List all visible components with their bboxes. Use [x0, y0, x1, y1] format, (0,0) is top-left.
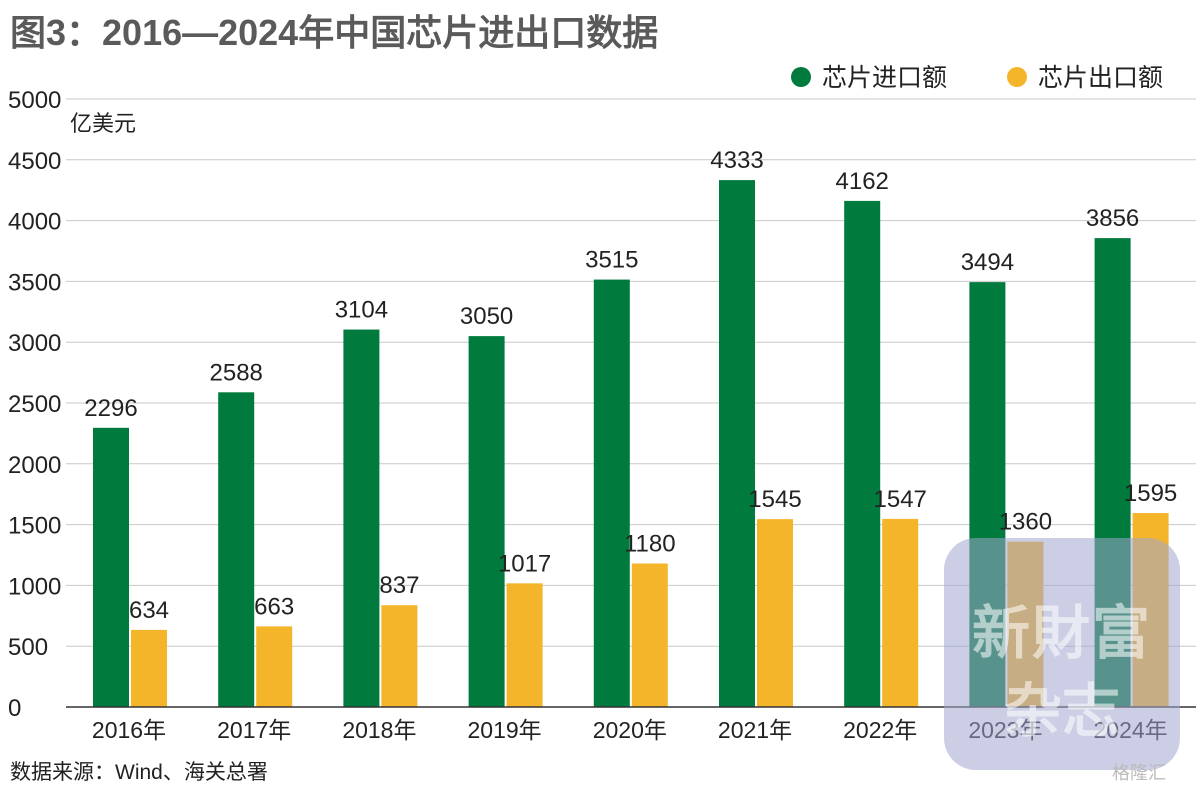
- export-bar: [631, 563, 668, 707]
- import-data-label: 4333: [710, 147, 763, 174]
- import-data-label: 3494: [961, 249, 1014, 276]
- y-tick-label: 4500: [8, 148, 61, 175]
- export-data-label: 837: [379, 572, 419, 599]
- import-bar: [969, 282, 1006, 707]
- export-data-label: 634: [129, 597, 169, 624]
- y-tick-label: 2500: [8, 391, 61, 418]
- export-bar: [256, 626, 293, 707]
- import-data-label: 3104: [335, 297, 388, 324]
- import-bar: [593, 279, 630, 707]
- x-tick-label: 2022年: [843, 717, 917, 743]
- export-bar: [1132, 513, 1169, 707]
- export-data-label: 1547: [874, 486, 927, 513]
- y-tick-label: 3500: [8, 269, 61, 296]
- export-data-label: 1360: [999, 509, 1052, 536]
- y-tick-label: 1500: [8, 513, 61, 540]
- y-tick-label: 3000: [8, 330, 61, 357]
- y-tick-label: 4000: [8, 209, 61, 236]
- x-tick-label: 2020年: [593, 717, 667, 743]
- legend: 芯片进口额 芯片出口额: [791, 64, 1163, 92]
- import-bar: [1094, 238, 1131, 707]
- y-tick-label: 500: [8, 634, 48, 661]
- export-bar: [882, 518, 919, 707]
- import-bar: [93, 427, 129, 707]
- y-axis-tick-labels: 0 500 1000 1500 2000 2500 3000 3500 4000 4500 5000: [8, 87, 61, 722]
- corner-logo: 格隆汇: [1112, 763, 1166, 783]
- x-tick-label: 2019年: [468, 717, 542, 743]
- export-data-label: 1545: [748, 486, 801, 513]
- legend-import-marker: [791, 67, 811, 87]
- y-tick-label: 0: [8, 695, 21, 722]
- y-tick-label: 2000: [8, 452, 61, 479]
- source-note: 数据来源：Wind、海关总署: [10, 761, 268, 784]
- export-data-label: 1017: [498, 550, 551, 577]
- export-data-label: 1595: [1124, 480, 1177, 507]
- export-bar: [757, 519, 793, 707]
- import-bar: [844, 200, 881, 707]
- import-data-label: 3515: [585, 247, 638, 274]
- x-tick-label: 2018年: [342, 717, 416, 743]
- export-data-label: 663: [254, 593, 294, 620]
- x-tick-label: 2024年: [1094, 717, 1168, 743]
- export-bar: [131, 629, 167, 707]
- import-data-label: 2296: [84, 395, 137, 422]
- import-bar: [343, 329, 380, 707]
- export-bar: [381, 605, 418, 707]
- import-data-label: 3050: [460, 303, 513, 330]
- legend-import-label: 芯片进口额: [822, 64, 947, 92]
- import-data-label: 2588: [210, 359, 263, 386]
- export-bar: [1007, 541, 1044, 707]
- chart-title: 图3：2016—2024年中国芯片进出口数据: [10, 12, 659, 53]
- gridlines: [66, 98, 1196, 647]
- data-labels: 2296 634 2588 663 3104 837 3050 1017 3515 1180 433…: [84, 147, 1177, 624]
- y-tick-label: 1000: [8, 573, 61, 600]
- export-bar: [506, 583, 543, 707]
- export-data-label: 1180: [624, 531, 676, 558]
- x-tick-label: 2023年: [968, 717, 1042, 743]
- import-bar: [468, 336, 505, 707]
- legend-export-marker: [1007, 67, 1027, 87]
- x-axis-tick-labels: 2016年 2017年 2018年 2019年 2020年 2021年 2022年 2023年…: [92, 717, 1168, 743]
- import-data-label: 4162: [836, 168, 889, 195]
- import-bar: [218, 392, 255, 707]
- legend-export-label: 芯片出口额: [1038, 64, 1163, 92]
- x-tick-label: 2016年: [92, 717, 166, 743]
- y-axis-unit-label: 亿美元: [70, 111, 136, 136]
- import-bar: [719, 180, 755, 708]
- x-tick-label: 2017年: [217, 717, 291, 743]
- import-data-label: 3856: [1086, 205, 1139, 232]
- x-tick-label: 2021年: [718, 717, 792, 743]
- y-tick-label: 5000: [8, 87, 61, 114]
